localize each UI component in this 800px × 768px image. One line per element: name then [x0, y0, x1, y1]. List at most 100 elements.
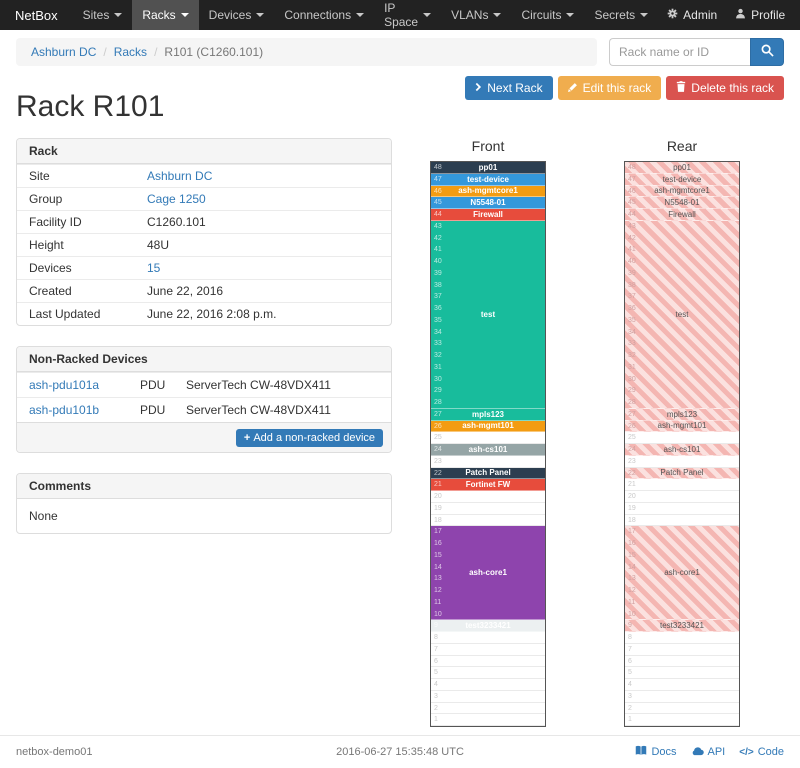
device-type: ServerTech CW-48VDX411 — [186, 378, 331, 392]
front-device-test3233421[interactable]: test3233421 — [431, 620, 545, 632]
cloud-icon — [691, 746, 704, 759]
rear-device-mpls123[interactable]: mpls123 — [625, 408, 739, 421]
unit-number: 16 — [434, 540, 442, 547]
attr-row-last-updated: Last Updated June 22, 2016 2:08 p.m. — [17, 302, 391, 325]
nav-item-racks[interactable]: Racks — [132, 0, 199, 30]
rear-device-pp01[interactable]: pp01 — [625, 162, 739, 174]
device-label: N5548-01 — [664, 198, 700, 208]
device-label: test-device — [467, 174, 509, 184]
rack-unit-row: 18 — [431, 515, 545, 527]
rear-device-ash-core1[interactable]: ash-core1 — [625, 526, 739, 621]
page-footer: netbox-demo01 2016-06-27 15:35:48 UTC Do… — [0, 735, 800, 768]
front-device-ash-mgmt101[interactable]: ash-mgmt101 — [431, 420, 545, 433]
attr-label: Group — [29, 192, 63, 206]
rear-device-test3233421[interactable]: test3233421 — [625, 620, 739, 632]
unit-number: 21 — [628, 481, 636, 489]
rack-unit-row: 20 — [431, 491, 545, 503]
devices-count-link[interactable]: 15 — [147, 261, 161, 275]
rack-search-input[interactable] — [609, 38, 750, 66]
front-device-ash-mgmtcore1[interactable]: ash-mgmtcore1 — [431, 185, 545, 198]
front-device-mpls123[interactable]: mpls123 — [431, 408, 545, 421]
add-non-racked-device-button[interactable]: + Add a non-racked device — [235, 429, 383, 447]
comments-panel-title: Comments — [17, 474, 391, 499]
unit-number: 10 — [628, 610, 636, 618]
nav-item-sites[interactable]: Sites — [73, 0, 133, 30]
device-link[interactable]: ash-pdu101a — [29, 378, 100, 392]
device-link[interactable]: ash-pdu101b — [29, 403, 100, 417]
unit-number: 20 — [434, 493, 442, 500]
unit-number: 3 — [628, 692, 632, 700]
rack-unit-row: 8 — [431, 632, 545, 644]
front-device-ash-core1[interactable]: ash-core1 — [431, 526, 545, 621]
group-link[interactable]: Cage 1250 — [147, 192, 206, 206]
unit-number: 15 — [434, 551, 442, 559]
unit-number: 24 — [628, 446, 636, 453]
unit-number: 17 — [628, 528, 636, 536]
nav-label: Secrets — [594, 8, 636, 22]
rear-device-test[interactable]: test — [625, 220, 739, 409]
nav-item-circuits[interactable]: Circuits — [511, 0, 584, 30]
unit-number: 10 — [434, 610, 442, 618]
search-button[interactable] — [750, 38, 784, 66]
unit-number: 43 — [434, 222, 442, 230]
rear-device-ash-mgmt101[interactable]: ash-mgmt101 — [625, 420, 739, 433]
next-rack-button[interactable]: Next Rack — [465, 76, 553, 100]
device-label: Patch Panel — [660, 468, 704, 478]
rear-device-ash-mgmtcore1[interactable]: ash-mgmtcore1 — [625, 185, 739, 198]
site-link[interactable]: Ashburn DC — [147, 169, 213, 183]
device-label: ash-mgmt101 — [462, 421, 514, 431]
delete-rack-label: Delete this rack — [691, 81, 774, 95]
front-device-pp01[interactable]: pp01 — [431, 162, 545, 174]
front-device-test-device[interactable]: test-device — [431, 173, 545, 186]
unit-number: 19 — [434, 504, 442, 512]
nav-item-devices[interactable]: Devices — [199, 0, 275, 30]
rear-device-Patch Panel[interactable]: Patch Panel — [625, 467, 739, 480]
unit-number: 44 — [628, 211, 636, 218]
rear-device-N5548-01[interactable]: N5548-01 — [625, 197, 739, 209]
breadcrumb-racks-link[interactable]: Racks — [113, 45, 148, 59]
rack-unit-row: 25 — [431, 432, 545, 444]
front-device-Patch Panel[interactable]: Patch Panel — [431, 467, 545, 480]
front-device-ash-cs101[interactable]: ash-cs101 — [431, 444, 545, 456]
api-link[interactable]: API — [691, 745, 725, 759]
docs-link[interactable]: Docs — [635, 745, 677, 759]
nav-item-vlans[interactable]: VLANs — [441, 0, 511, 30]
device-label: mpls123 — [666, 409, 698, 419]
front-device-test[interactable]: test — [431, 220, 545, 409]
admin-link[interactable]: Admin — [658, 0, 726, 30]
device-label: test3233421 — [659, 621, 705, 631]
delete-rack-button[interactable]: Delete this rack — [666, 76, 784, 100]
edit-rack-button[interactable]: Edit this rack — [557, 76, 662, 100]
unit-number: 39 — [434, 269, 442, 277]
nav-item-ip-space[interactable]: IP Space — [374, 0, 441, 30]
front-device-Fortinet FW[interactable]: Fortinet FW — [431, 479, 545, 491]
code-link[interactable]: </> Code — [739, 745, 784, 759]
edit-rack-label: Edit this rack — [582, 81, 652, 95]
unit-number: 25 — [628, 434, 636, 442]
unit-number: 8 — [434, 634, 438, 641]
rear-device-Firewall[interactable]: Firewall — [625, 209, 739, 221]
unit-number: 27 — [628, 410, 636, 418]
unit-number: 7 — [628, 645, 632, 653]
unit-number: 2 — [434, 704, 438, 712]
unit-number: 31 — [434, 363, 442, 371]
nav-item-secrets[interactable]: Secrets — [584, 0, 658, 30]
non-racked-devices-panel: Non-Racked Devices ash-pdu101a PDU Serve… — [16, 346, 392, 453]
rear-device-test-device[interactable]: test-device — [625, 173, 739, 186]
rack-unit-row: 8 — [625, 632, 739, 644]
profile-link[interactable]: Profile — [726, 0, 794, 30]
rear-device-ash-cs101[interactable]: ash-cs101 — [625, 444, 739, 456]
rack-unit-row: 1 — [431, 714, 545, 726]
non-racked-panel-footer: + Add a non-racked device — [17, 422, 391, 452]
logout-link[interactable]: Log out — [794, 0, 800, 30]
chevron-down-icon — [356, 13, 365, 17]
unit-number: 5 — [434, 669, 438, 677]
app-brand[interactable]: NetBox — [0, 0, 73, 30]
device-label: ash-mgmtcore1 — [458, 186, 518, 196]
front-device-N5548-01[interactable]: N5548-01 — [431, 197, 545, 209]
breadcrumb-site-link[interactable]: Ashburn DC — [31, 45, 97, 59]
device-label: N5548-01 — [470, 198, 506, 208]
code-label: Code — [757, 746, 784, 758]
front-device-Firewall[interactable]: Firewall — [431, 209, 545, 221]
nav-item-connections[interactable]: Connections — [274, 0, 374, 30]
